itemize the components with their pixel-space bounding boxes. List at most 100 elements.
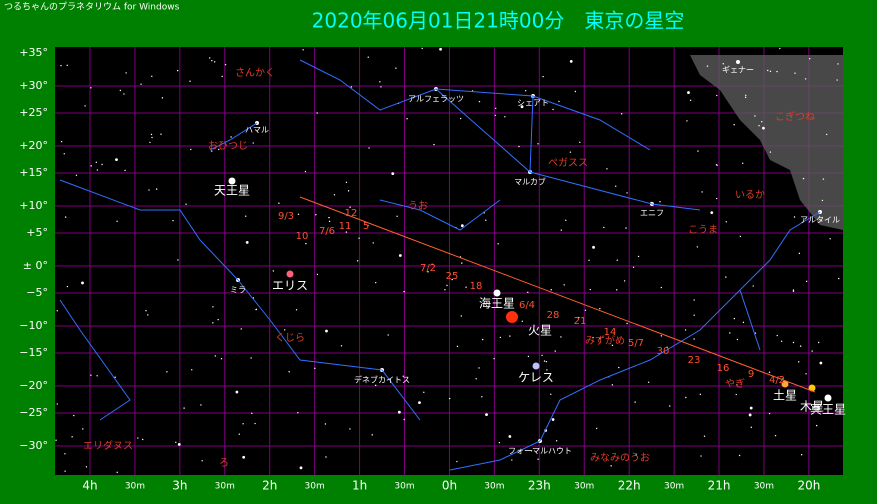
star-dot [710,211,714,215]
star-dot [792,289,795,291]
star-dot [836,79,838,81]
star-dot [554,350,556,352]
star-dot [798,252,801,255]
star-dot [808,58,811,60]
star-dot [325,329,328,333]
mars-path-date: 10 [296,231,309,242]
star-dot [794,72,796,74]
star-dot [696,246,699,248]
dec-label: +10° [19,199,48,212]
star-dot [96,169,99,171]
star-dot [504,116,506,118]
star-dot [446,284,448,287]
star-dot [838,277,840,280]
star-dot [485,413,488,417]
star-dot [542,75,544,78]
star-dot [375,281,377,284]
star-dot [250,357,252,359]
star-dot [626,192,628,194]
star-dot [754,332,757,334]
dec-label: +30° [19,79,48,92]
star-dot [776,70,778,73]
star-dot [191,369,193,371]
star-dot [497,243,499,245]
star-dot [475,378,477,380]
star-dot [550,393,552,395]
star-dot [693,314,695,316]
star-dot [297,412,299,414]
star-dot [769,151,772,153]
constellation-name: みなみのうお [590,452,650,464]
star-dot [210,150,213,152]
star-dot [190,148,192,151]
star-dot [433,143,435,146]
star-dot [748,413,752,417]
star-dot [776,334,778,337]
star-dot [660,286,663,289]
star-dot [60,140,63,143]
star-dot [758,124,760,127]
star-dot [149,141,151,144]
star-dot [217,318,219,321]
mars-path-date: 16 [717,363,730,374]
planet-marker [493,289,501,297]
star-name: フォーマルハウト [508,447,572,456]
star-dot [73,414,75,417]
star-dot [543,360,546,362]
star-dot [733,124,735,126]
header-title: 2020年06月01日21時00分 東京の星空 [312,9,685,33]
star-dot [340,345,343,347]
star-dot [565,219,567,222]
star-dot [125,72,127,74]
dec-label: −15° [19,346,48,359]
star-dot [819,361,823,365]
constellation-name: みずがめ [585,334,625,347]
star-dot [124,169,126,172]
star-dot [380,86,382,88]
star-dot [176,69,179,72]
star-name: ミラ [230,286,246,295]
star-dot [242,423,244,425]
star-dot [328,216,330,219]
star-dot [316,112,318,114]
mars-path-date: 7/2 [420,263,436,274]
star-dot [700,455,702,457]
planet-name: 火星 [528,324,552,338]
star-dot [238,433,241,435]
dec-label: +25° [19,106,48,119]
star-dot [592,336,594,339]
star-dot [537,143,539,145]
star-dot [456,460,458,463]
star-dot [212,306,214,308]
star-dot [736,338,739,341]
star-dot [485,219,487,221]
star-dot [367,56,369,58]
star-dot [235,390,239,394]
mars-path-date: 11 [339,221,352,232]
star-dot [689,99,692,102]
star-dot [722,63,724,65]
star-dot [804,78,807,80]
ra-label: 0h [442,479,457,493]
planet-name: 天王星 [214,184,250,198]
star-dot [745,94,747,97]
mars-path-date: 7/6 [319,226,335,237]
star-dot [693,338,695,340]
star-dot [537,458,539,460]
star-dot [635,454,637,456]
star-dot [684,329,687,331]
star-dot [545,360,548,363]
star-name: アルフェラッツ [408,95,464,104]
star-dot [798,361,800,363]
star-dot [666,346,668,348]
star-dot [767,69,769,72]
star-dot [558,100,560,103]
star-dot [574,90,577,93]
star-dot [546,369,548,371]
ra-label: 2h [262,479,277,493]
planet-marker [506,311,518,323]
star-dot [686,120,688,122]
star-dot [214,355,217,357]
planet-marker [286,270,294,278]
star-dot [623,280,626,282]
